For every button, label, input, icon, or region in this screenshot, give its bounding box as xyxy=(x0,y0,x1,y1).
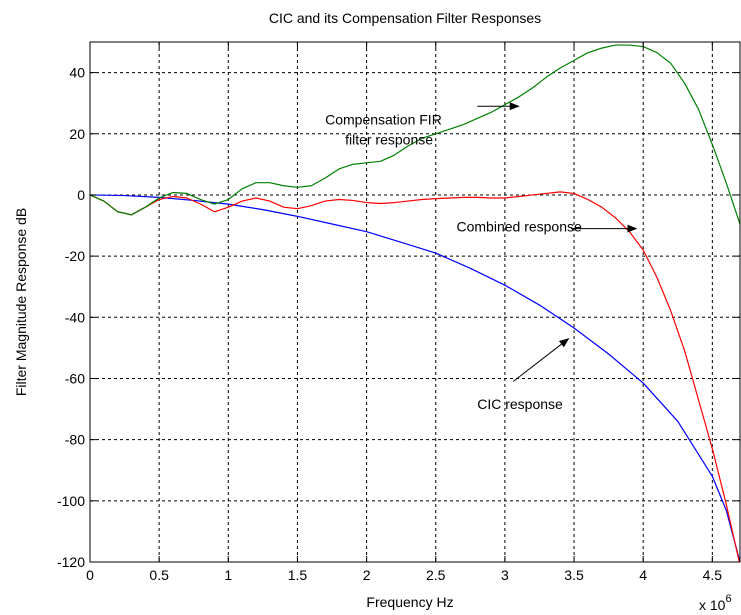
y-axis-ticks: 40 20 0 -20 -40 -60 -80 -100 -120 xyxy=(57,65,740,570)
annotation-text: CIC response xyxy=(477,396,563,412)
x-tick-label: 4.5 xyxy=(703,567,723,583)
annotations: Compensation FIR filter response Combined … xyxy=(325,102,638,412)
series-line xyxy=(90,44,740,225)
plot-frame xyxy=(89,41,741,563)
x-tick-label: 0 xyxy=(86,567,94,583)
annotation: Combined response xyxy=(456,219,638,235)
x-multiplier-base: x 10 xyxy=(699,597,726,613)
y-tick-label: -120 xyxy=(57,554,85,570)
x-tick-label: 3.5 xyxy=(564,567,584,583)
x-tick-label: 1.5 xyxy=(288,567,308,583)
annotation-arrow xyxy=(512,338,570,382)
series-layer xyxy=(90,44,740,562)
y-tick-label: -60 xyxy=(65,370,85,386)
y-tick-label: 0 xyxy=(77,187,85,203)
x-tick-label: 3 xyxy=(501,567,509,583)
y-tick-label: 20 xyxy=(69,126,85,142)
x-axis-ticks: 0 0.5 1 1.5 2 2.5 3 3.5 4 4.5 xyxy=(86,42,722,583)
x-tick-label: 2 xyxy=(363,567,371,583)
annotation: Compensation FIR filter response xyxy=(325,102,520,148)
y-tick-label: -20 xyxy=(65,248,85,264)
x-axis-label: Frequency Hz xyxy=(366,594,453,610)
annotation-text: Combined response xyxy=(456,219,582,235)
chart-title: CIC and its Compensation Filter Response… xyxy=(269,10,541,26)
grid xyxy=(90,42,740,562)
annotation-text: Compensation FIR xyxy=(325,112,442,128)
y-axis-label: Filter Magnitude Response dB xyxy=(13,208,29,396)
annotation-text: filter response xyxy=(345,132,433,148)
x-tick-label: 4 xyxy=(639,567,647,583)
annotation: CIC response xyxy=(477,338,570,412)
x-tick-label: 0.5 xyxy=(149,567,169,583)
x-axis-multiplier: x 106 xyxy=(699,593,732,613)
x-multiplier-exponent: 6 xyxy=(725,593,731,605)
x-tick-label: 1 xyxy=(224,567,232,583)
y-tick-label: -80 xyxy=(65,432,85,448)
y-tick-label: -100 xyxy=(57,493,85,509)
y-tick-label: -40 xyxy=(65,309,85,325)
x-tick-label: 2.5 xyxy=(426,567,446,583)
y-tick-label: 40 xyxy=(69,65,85,81)
series-line xyxy=(90,191,740,562)
